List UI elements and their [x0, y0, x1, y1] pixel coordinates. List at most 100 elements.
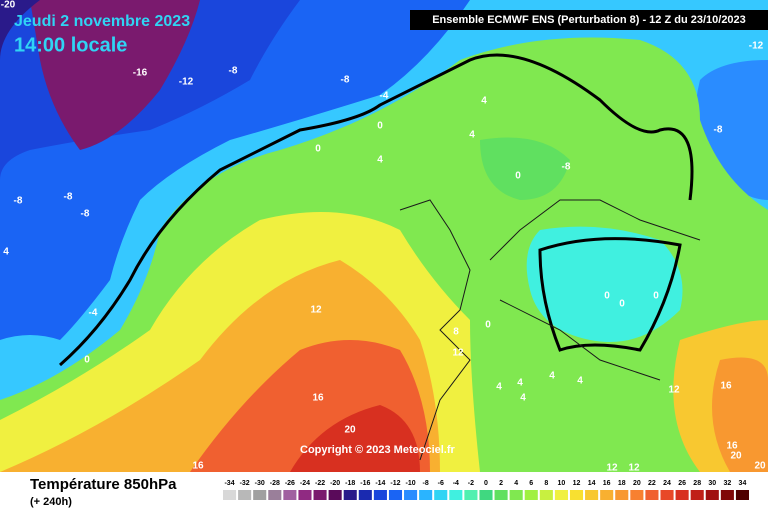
- contour-label: 16: [720, 381, 732, 392]
- scale-swatch: [343, 490, 357, 500]
- contour-label: 4: [577, 376, 583, 387]
- scale-label: -18: [345, 480, 355, 487]
- contour-label: -4: [89, 308, 98, 319]
- scale-label: 6: [529, 480, 533, 487]
- contour-label: 12: [668, 385, 680, 396]
- scale-label: 14: [588, 480, 596, 487]
- scale-swatch: [479, 490, 493, 500]
- scale-swatch: [494, 490, 508, 500]
- scale-swatch: [675, 490, 689, 500]
- contour-label: 16: [312, 393, 324, 404]
- contour-label: 16: [192, 461, 204, 472]
- run-info: Ensemble ECMWF ENS (Perturbation 8) - 12…: [432, 14, 746, 26]
- contour-label: -20: [1, 0, 16, 11]
- scale-label: 20: [633, 480, 641, 487]
- contour-label: 12: [628, 463, 640, 474]
- scale-label: 22: [648, 480, 656, 487]
- very-cold-zone: [30, 0, 200, 150]
- time: 14:00 locale: [14, 34, 127, 56]
- scale-label: -2: [468, 480, 474, 487]
- scale-swatch: [373, 490, 387, 500]
- scale-swatch: [449, 490, 463, 500]
- run-info-box: [410, 10, 768, 30]
- scale-label: -30: [255, 480, 265, 487]
- scale-swatch: [645, 490, 659, 500]
- contour-label: 12: [310, 305, 322, 316]
- contour-label: 4: [520, 393, 526, 404]
- scale-label: 0: [484, 480, 488, 487]
- scale-label: -4: [453, 480, 459, 487]
- scale-label: -20: [330, 480, 340, 487]
- scale-label: 32: [723, 480, 731, 487]
- cold-zone: [695, 0, 768, 200]
- scale-swatch: [585, 490, 599, 500]
- scale-swatch: [720, 490, 734, 500]
- contour-label: -8: [562, 162, 571, 173]
- scale-swatch: [600, 490, 614, 500]
- scale-swatch: [358, 490, 372, 500]
- scale-swatch: [690, 490, 704, 500]
- scale-label: -24: [300, 480, 310, 487]
- footer-title: Température 850hPa: [30, 476, 177, 493]
- scale-label: -12: [390, 480, 400, 487]
- scale-swatch: [419, 490, 433, 500]
- warm-zone: [712, 357, 768, 472]
- scale-label: -14: [375, 480, 385, 487]
- contour-label: 4: [469, 130, 475, 141]
- scale-swatch: [328, 490, 342, 500]
- date: Jeudi 2 novembre 2023: [14, 13, 190, 30]
- contour-label: -4: [380, 91, 389, 102]
- mild-zone: [480, 137, 570, 200]
- contour-label: -8: [14, 196, 23, 207]
- contour-label: 12: [606, 463, 618, 474]
- contour-label: 0: [653, 291, 659, 302]
- scale-swatch: [253, 490, 267, 500]
- scale-label: -26: [285, 480, 295, 487]
- scale-label: 34: [739, 480, 747, 487]
- scale-label: 10: [558, 480, 566, 487]
- contour-label: 0: [315, 144, 321, 155]
- coastline: [399, 199, 701, 461]
- scale-label: 30: [708, 480, 716, 487]
- contour-label: 0: [604, 291, 610, 302]
- contour-label: -12: [179, 77, 194, 88]
- scale-label: -10: [406, 480, 416, 487]
- contour-label: 0: [619, 299, 625, 310]
- scale-swatch: [404, 490, 418, 500]
- scale-label: -6: [438, 480, 444, 487]
- contour-label: 4: [3, 247, 9, 258]
- scale-label: -8: [423, 480, 429, 487]
- cold-zone: [0, 0, 40, 60]
- hot-zone: [290, 405, 420, 472]
- scale-swatch: [223, 490, 237, 500]
- scale-swatch: [238, 490, 252, 500]
- scale-swatch: [569, 490, 584, 500]
- scale-swatch: [388, 490, 403, 500]
- contour-label: 0: [515, 171, 521, 182]
- scale-label: 28: [693, 480, 701, 487]
- contour-label: 0: [485, 320, 491, 331]
- contour-label: 4: [517, 378, 523, 389]
- scale-label: -22: [315, 480, 325, 487]
- contour-label: 0: [84, 355, 90, 366]
- scale-label: 24: [663, 480, 671, 487]
- contour-label: 20: [730, 451, 742, 462]
- contour-label: -8: [714, 125, 723, 136]
- zero-isotherm: [59, 53, 694, 367]
- contour-label: 0: [377, 121, 383, 132]
- scale-label: 2: [499, 480, 503, 487]
- contour-label: -16: [133, 68, 148, 79]
- scale-swatch: [298, 490, 312, 500]
- cool-zone: [526, 226, 683, 342]
- contour-label: 16: [726, 441, 738, 452]
- scale-swatch: [524, 490, 538, 500]
- scale-swatch: [509, 490, 523, 500]
- scale-label: -32: [240, 480, 250, 487]
- scale-swatch: [464, 490, 478, 500]
- scale-label: 4: [514, 480, 518, 487]
- scale-swatch: [539, 490, 553, 500]
- copyright: Copyright © 2023 Meteociel.fr: [300, 444, 456, 456]
- scale-label: -34: [224, 480, 234, 487]
- contour-label: 12: [452, 348, 464, 359]
